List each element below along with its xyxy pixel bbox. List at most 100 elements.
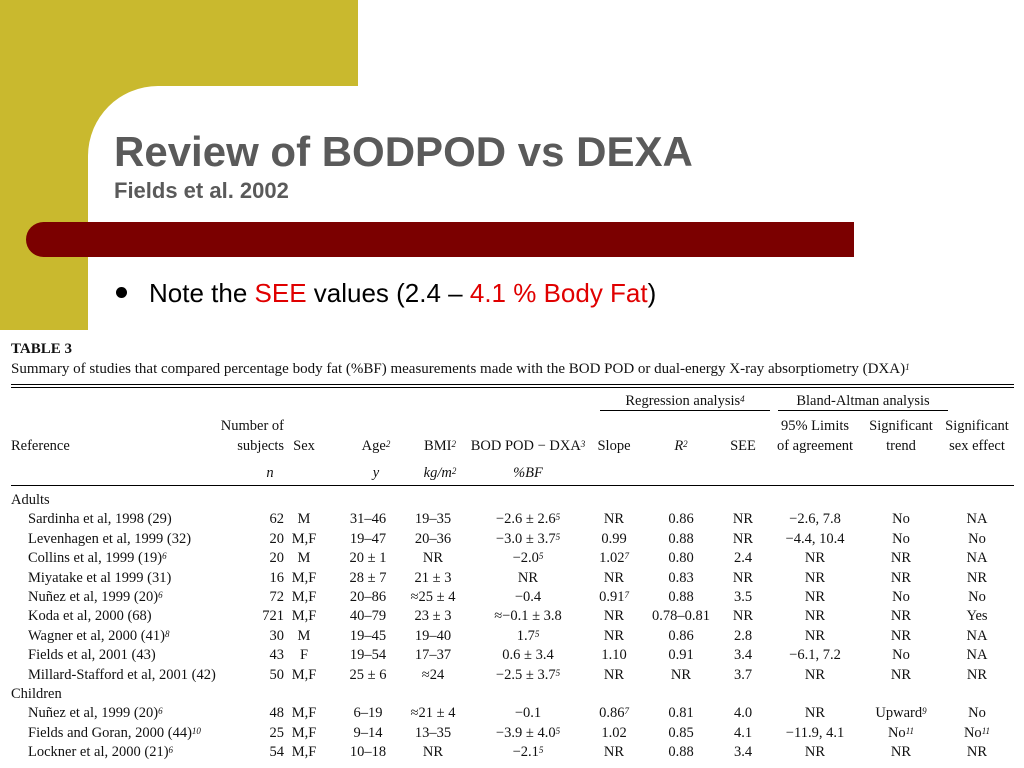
cell-limits: NR (804, 569, 826, 586)
cell-slope: NR (603, 744, 625, 761)
unit-bmi: kg/m2 (423, 465, 457, 481)
column-header-trend-line2: trend (886, 438, 916, 454)
table-rule (600, 410, 770, 411)
column-header-limits-line2: of agreement (776, 438, 854, 454)
cell-trend: NR (890, 608, 912, 625)
row-reference: Fields and Goran, 2000 (44)10 (28, 724, 201, 741)
column-header-bmi: BMI2 (424, 438, 456, 454)
bullet-see-highlight: SEE (254, 278, 307, 308)
column-header-diff: BOD POD − DXA3 (470, 438, 586, 454)
cell-see: 4.0 (733, 705, 753, 722)
study-table: TABLE 3 Summary of studies that compared… (8, 340, 1016, 760)
cell-n: 30 (269, 627, 285, 644)
cell-trend: No (892, 589, 910, 605)
group-header-bland-altman: Bland-Altman analysis (796, 393, 930, 409)
cell-bmi: 13–35 (414, 724, 452, 741)
row-reference: Fields et al, 2001 (43) (28, 647, 156, 664)
table-caption-text: Summary of studies that compared percent… (11, 361, 906, 377)
column-header-n-line1: Number of (220, 418, 284, 434)
cell-slope: 0.99 (601, 530, 627, 547)
cell-age: 10–18 (349, 744, 387, 761)
cell-diff: NR (517, 569, 539, 586)
cell-bmi: 21 ± 3 (414, 569, 452, 586)
cell-age: 6–19 (353, 705, 383, 722)
table-label: TABLE 3 (11, 341, 72, 357)
cell-r2: 0.86 (668, 511, 694, 528)
cell-trend: No11 (887, 724, 915, 741)
cell-sexeff: No (968, 530, 986, 547)
row-reference: Levenhagen et al, 1999 (32) (28, 530, 192, 547)
cell-limits: NR (804, 744, 826, 761)
cell-slope: NR (603, 511, 625, 528)
cell-sex: M,F (291, 724, 317, 741)
cell-sexeff: No11 (963, 724, 991, 741)
cell-limits: NR (804, 608, 826, 625)
column-header-sexeff-line2: sex effect (949, 438, 1005, 454)
cell-slope: NR (603, 608, 625, 625)
cell-sex: M,F (291, 530, 317, 547)
table-rule (778, 410, 948, 411)
row-reference: Miyatake et al 1999 (31) (28, 569, 172, 586)
column-header-limits-line1: 95% Limits (780, 418, 850, 434)
cell-n: 72 (269, 589, 285, 605)
cell-sexeff: NA (966, 627, 988, 644)
cell-trend: No (892, 530, 910, 547)
cell-see: 2.8 (733, 627, 753, 644)
cell-trend: NR (890, 569, 912, 586)
cell-r2: 0.81 (668, 705, 694, 722)
cell-sex: M,F (291, 666, 317, 683)
cell-bmi: ≈24 (421, 666, 445, 683)
column-header-n-line2: subjects (237, 438, 284, 454)
cell-sexeff: NR (966, 666, 988, 683)
cell-age: 19–47 (349, 530, 387, 547)
cell-sex: M (297, 511, 311, 528)
cell-slope: NR (603, 569, 625, 586)
cell-n: 16 (269, 569, 285, 586)
cell-diff: 0.6 ± 3.4 (502, 647, 554, 664)
cell-age: 20–86 (349, 589, 387, 605)
section-label: Children (11, 686, 62, 702)
cell-r2: 0.80 (668, 550, 694, 567)
cell-diff: −2.05 (512, 550, 544, 567)
column-header-age: Age2 (361, 438, 391, 454)
cell-see: 3.4 (733, 647, 753, 664)
slide-subtitle: Fields et al. 2002 (114, 178, 289, 203)
column-header-reference: Reference (11, 438, 70, 454)
slide-title: Review of BODPOD vs DEXA (114, 128, 693, 175)
bullet-suffix: ) (647, 278, 657, 308)
cell-sex: M,F (291, 569, 317, 586)
cell-see: 3.5 (733, 589, 753, 605)
unit-n: n (266, 465, 274, 481)
cell-n: 54 (269, 744, 285, 761)
cell-sex: M,F (291, 608, 317, 625)
cell-n: 25 (269, 724, 285, 741)
cell-age: 19–54 (349, 647, 387, 664)
cell-n: 50 (269, 666, 285, 683)
table-caption-note: 1 (905, 362, 910, 372)
cell-n: 721 (262, 608, 284, 625)
column-header-slope: Slope (597, 438, 631, 454)
cell-see: NR (732, 569, 754, 586)
cell-see: 2.4 (733, 550, 753, 567)
table-caption: Summary of studies that compared percent… (11, 359, 1016, 379)
cell-age: 19–45 (349, 627, 387, 644)
cell-r2: 0.78–0.81 (652, 608, 710, 625)
cell-sexeff: Yes (966, 608, 988, 625)
cell-sex: F (299, 647, 309, 664)
cell-bmi: ≈21 ± 4 (410, 705, 456, 722)
cell-limits: −6.1, 7.2 (789, 647, 841, 664)
cell-diff: 1.75 (516, 627, 540, 644)
cell-limits: NR (804, 705, 826, 722)
cell-r2: NR (670, 666, 692, 683)
cell-sexeff: NA (966, 647, 988, 664)
cell-r2: 0.83 (668, 569, 694, 586)
cell-r2: 0.88 (668, 744, 694, 761)
cell-diff: −2.5 ± 3.75 (495, 666, 561, 683)
section-label: Adults (11, 492, 50, 508)
cell-r2: 0.91 (668, 647, 694, 664)
cell-limits: −2.6, 7.8 (789, 511, 841, 528)
cell-age: 31–46 (349, 511, 387, 528)
cell-n: 48 (269, 705, 285, 722)
cell-n: 43 (269, 647, 285, 664)
cell-sex: M,F (291, 744, 317, 761)
